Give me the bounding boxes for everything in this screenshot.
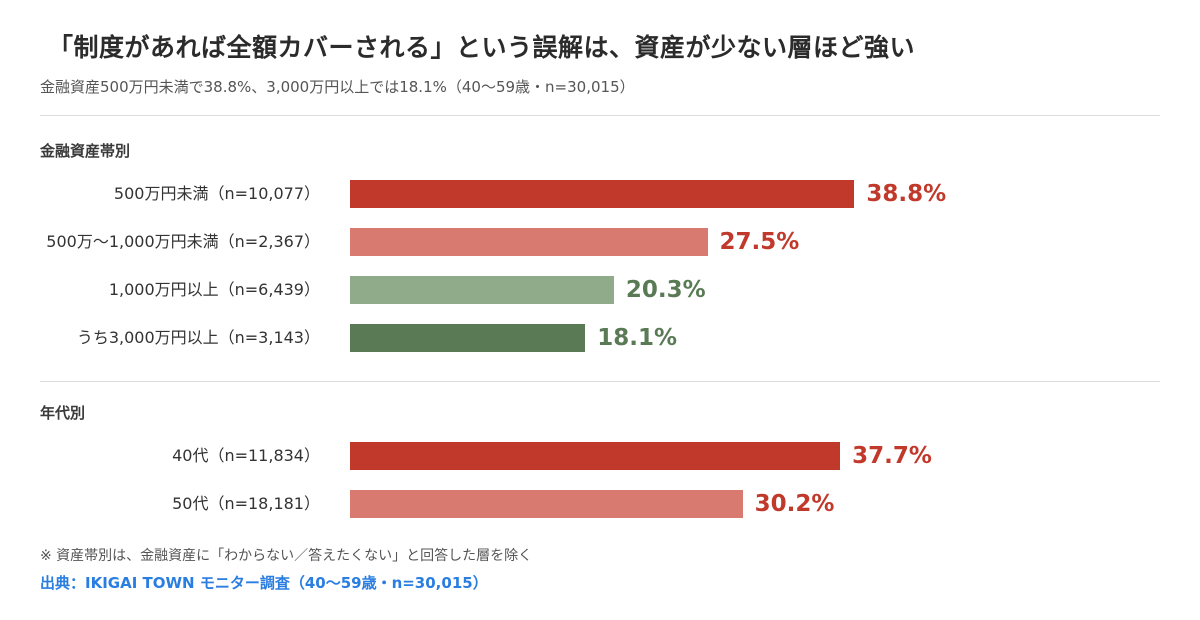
- category-label: 500万〜1,000万円未満（n=2,367）: [46, 232, 320, 251]
- chart-subtitle: 金融資産500万円未満で38.8%、3,000万円以上では18.1%（40〜59…: [40, 78, 635, 96]
- category-label: うち3,000万円以上（n=3,143）: [76, 328, 320, 347]
- bar: [350, 324, 586, 352]
- category-label: 1,000万円以上（n=6,439）: [108, 280, 320, 299]
- category-label: 500万円未満（n=10,077）: [113, 184, 320, 203]
- value-label: 18.1%: [597, 325, 678, 351]
- footnote: ※ 資産帯別は、金融資産に「わからない／答えたくない」と回答した層を除く: [40, 548, 533, 564]
- bar: [350, 228, 708, 256]
- section-label-age: 年代別: [40, 404, 86, 422]
- value-label: 38.8%: [866, 181, 947, 207]
- bar: [350, 442, 841, 470]
- value-label: 37.7%: [852, 443, 932, 469]
- chart-title: 「制度があれば全額カバーされる」という誤解は、資産が少ない層ほど強い: [48, 33, 916, 62]
- divider: [40, 115, 1160, 116]
- section-label-assets: 金融資産帯別: [40, 142, 131, 160]
- divider: [40, 381, 1160, 382]
- value-label: 30.2%: [754, 491, 835, 517]
- bar: [350, 276, 614, 304]
- category-label: 50代（n=18,181）: [172, 494, 320, 513]
- category-label: 40代（n=11,834）: [172, 446, 320, 465]
- value-label: 27.5%: [719, 229, 800, 255]
- bar: [350, 490, 743, 518]
- value-label: 20.3%: [625, 277, 706, 303]
- source-link[interactable]: 出典：IKIGAI TOWN モニター調査（40〜59歳・n=30,015）: [40, 574, 488, 592]
- bar: [350, 180, 855, 208]
